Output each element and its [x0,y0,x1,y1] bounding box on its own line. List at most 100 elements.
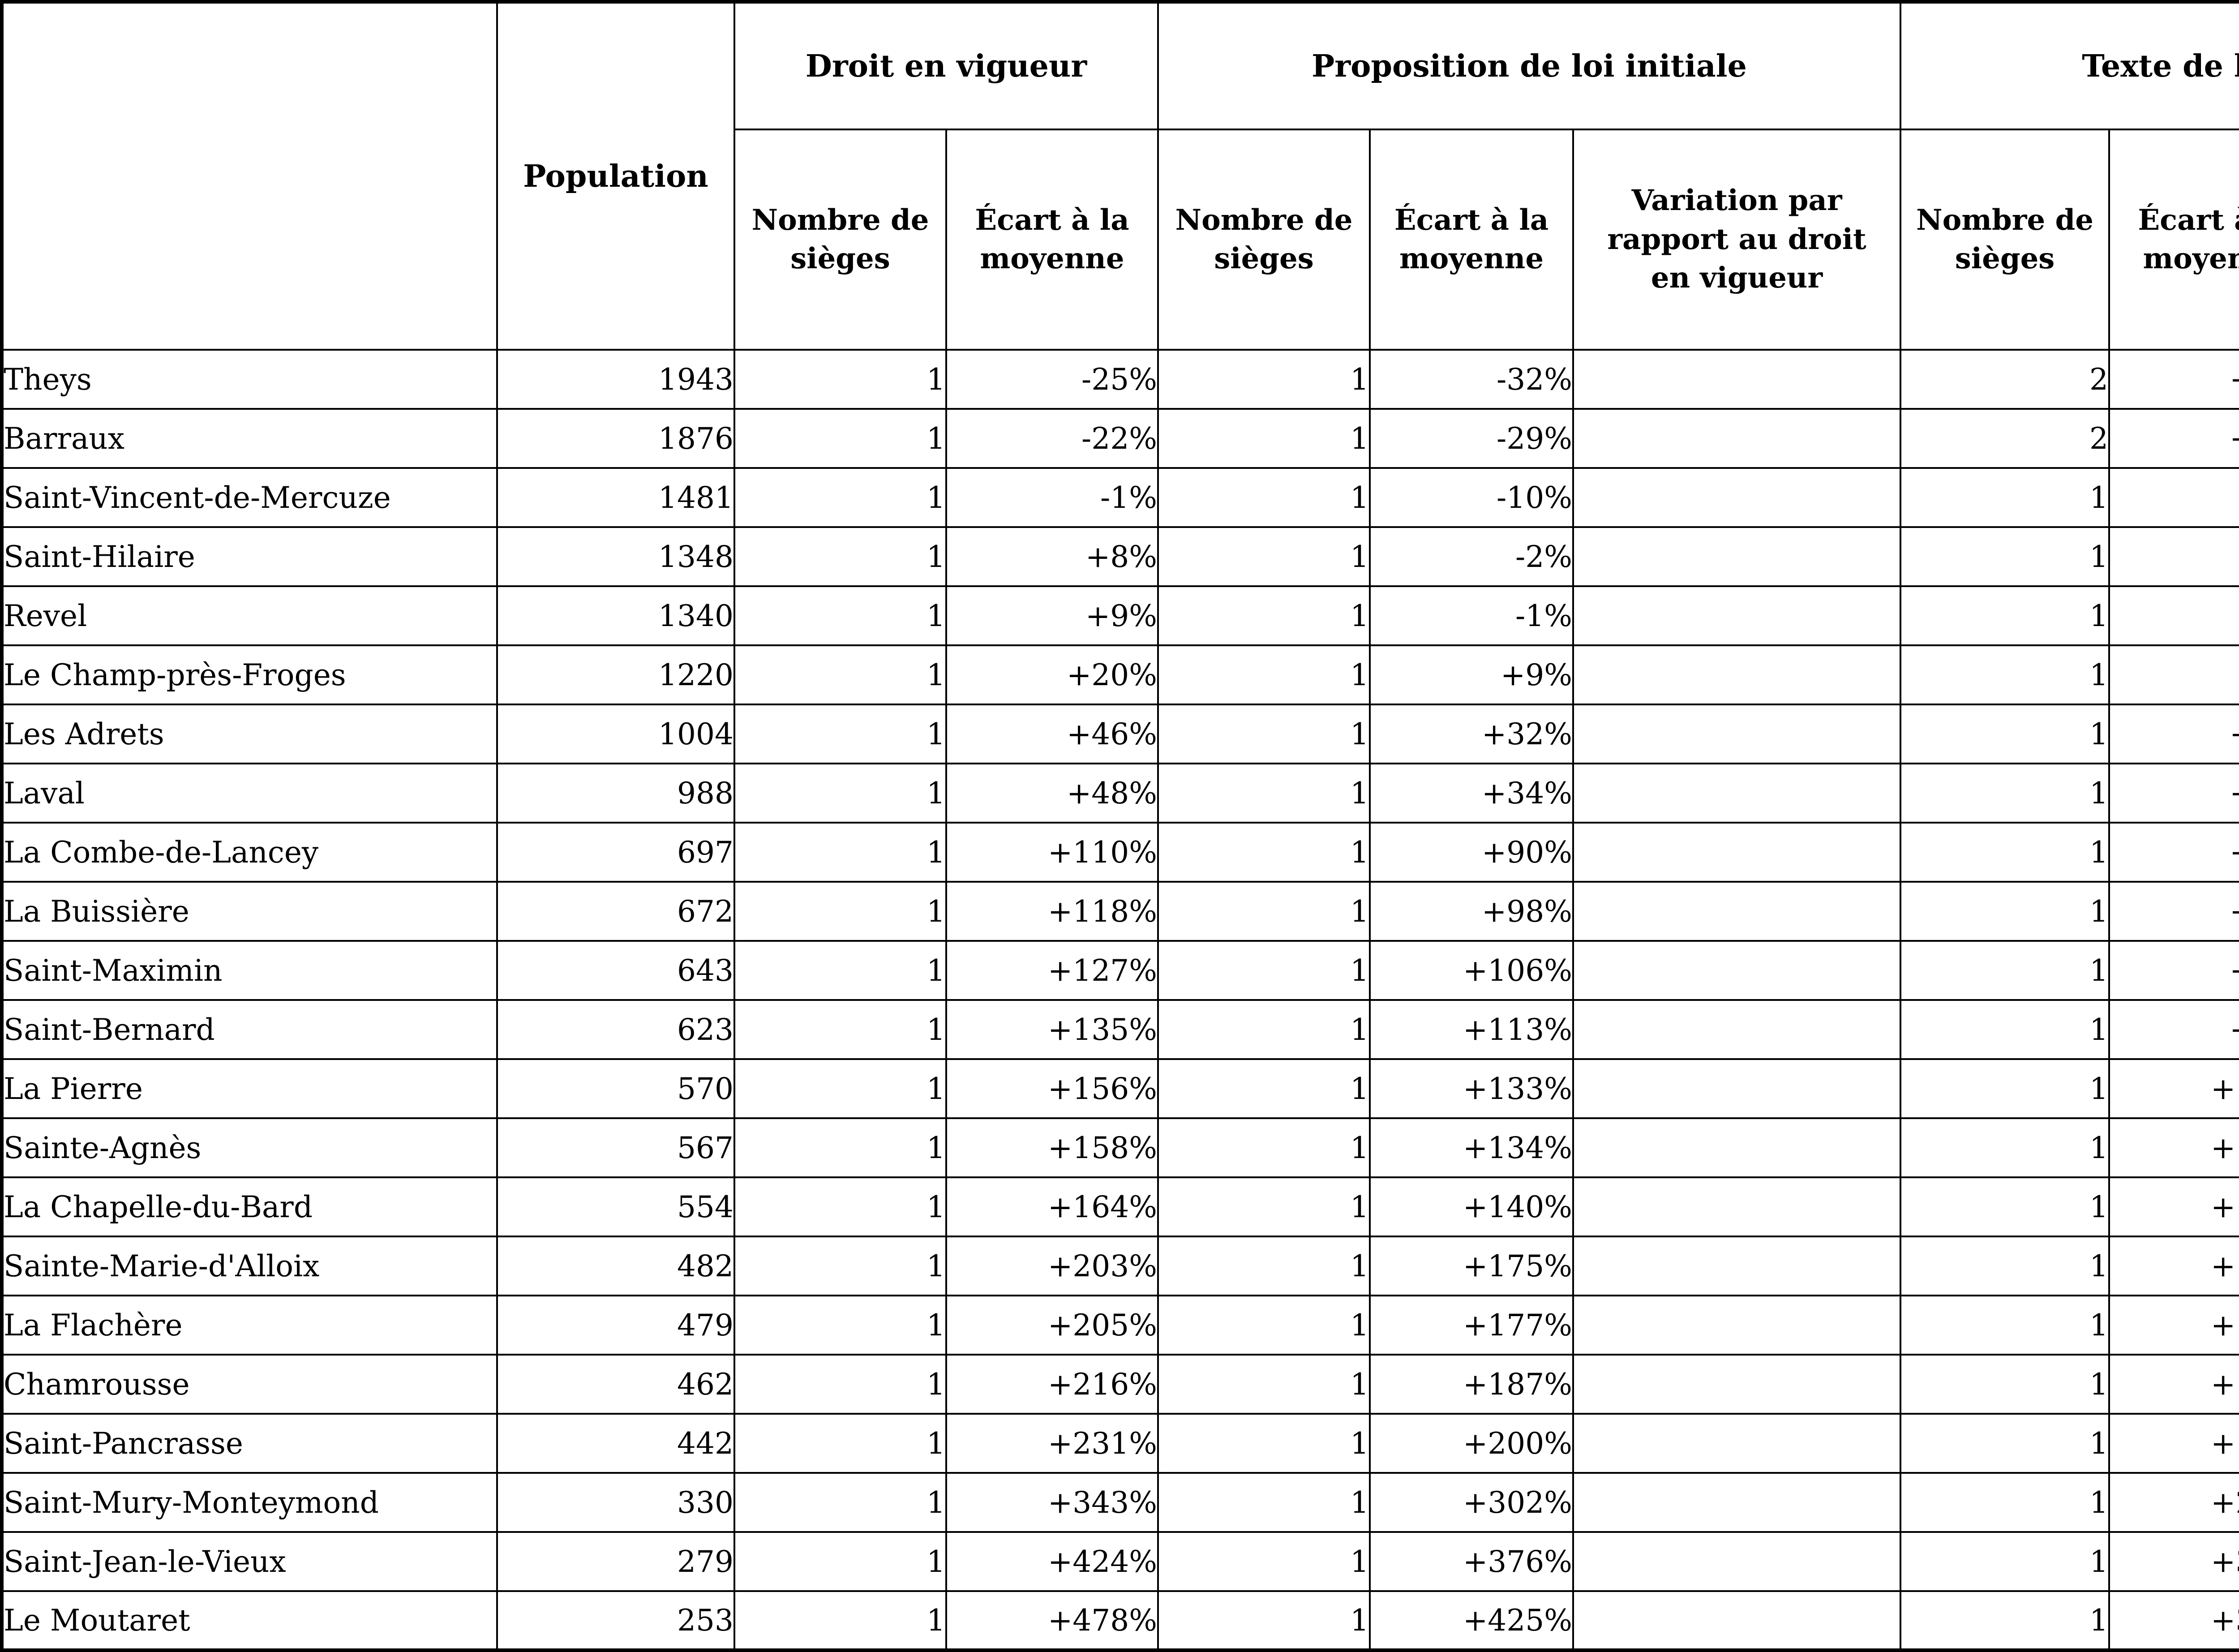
cell-dv-gap: +231% [945,1413,1159,1474]
cell-dv-gap: +478% [945,1590,1159,1651]
subheader-dv-gap: Écart à la moyenne [945,129,1159,351]
cell-tc-seats: 1 [1900,822,2110,883]
corner-cell [1,1,498,351]
cell-pli-seats: 1 [1157,1295,1371,1356]
cell-pli-variation [1572,349,1902,410]
table-row: Saint-Pancrasse 442 1 +231% 1 +200% 1 +1… [1,1413,2239,1474]
cell-dv-gap: +156% [945,1058,1159,1119]
subheader-pli-gap: Écart à la moyenne [1369,129,1574,351]
cell-pli-variation [1572,1354,1902,1415]
cell-dv-seats: 1 [733,704,947,764]
table-row: Revel 1340 1 +9% 1 -1% 1 -11% [1,585,2239,646]
cell-commune-name: Laval [1,763,498,824]
cell-dv-seats: 1 [733,999,947,1060]
cell-pli-seats: 1 [1157,940,1371,1001]
table-row: Saint-Hilaire 1348 1 +8% 1 -2% 1 -12% [1,526,2239,587]
cell-pli-variation [1572,1176,1902,1237]
table-row: Barraux 1876 1 -22% 1 -29% 2 +27% +1 [1,408,2239,469]
cell-pli-gap: +90% [1369,822,1574,883]
cell-tc-gap: +70% [2108,822,2239,883]
cell-dv-gap: +110% [945,822,1159,883]
cell-tc-gap: +85% [2108,940,2239,1001]
cell-pli-variation [1572,585,1902,646]
cell-pli-variation [1572,1295,1902,1356]
cell-pli-seats: 1 [1157,644,1371,705]
cell-tc-gap: +109% [2108,1117,2239,1178]
cell-population: 697 [496,822,735,883]
cell-population: 462 [496,1354,735,1415]
cell-tc-seats: 1 [1900,644,2110,705]
table-row: Le Champ-près-Froges 1220 1 +20% 1 +9% 1… [1,644,2239,705]
cell-commune-name: Saint-Jean-le-Vieux [1,1531,498,1592]
cell-population: 672 [496,881,735,942]
cell-pli-gap: +425% [1369,1590,1574,1651]
cell-dv-gap: +8% [945,526,1159,587]
cell-dv-seats: 1 [733,644,947,705]
cell-tc-gap: -12% [2108,526,2239,587]
cell-tc-gap: +20% [2108,763,2239,824]
cell-pli-gap: +200% [1369,1413,1574,1474]
cell-dv-seats: 1 [733,1117,947,1178]
table-row: Les Adrets 1004 1 +46% 1 +32% 1 +18% [1,704,2239,764]
cell-dv-seats: 1 [733,1236,947,1296]
cell-tc-gap: +90% [2108,999,2239,1060]
cell-tc-gap: +18% [2108,704,2239,764]
cell-commune-name: Les Adrets [1,704,498,764]
cell-dv-seats: 1 [733,1058,947,1119]
cell-dv-seats: 1 [733,1413,947,1474]
cell-commune-name: Saint-Vincent-de-Mercuze [1,467,498,528]
cell-pli-gap: -32% [1369,349,1574,410]
cell-population: 1943 [496,349,735,410]
cell-population: 330 [496,1472,735,1533]
cell-dv-gap: +205% [945,1295,1159,1356]
cell-dv-seats: 1 [733,1531,947,1592]
group-droit-en-vigueur: Droit en vigueur [733,1,1159,130]
cell-dv-gap: -25% [945,349,1159,410]
cell-pli-gap: +175% [1369,1236,1574,1296]
cell-population: 479 [496,1295,735,1356]
cell-dv-gap: +48% [945,763,1159,824]
cell-commune-name: Sainte-Agnès [1,1117,498,1178]
cell-pli-gap: -2% [1369,526,1574,587]
table-row: Sainte-Marie-d'Alloix 482 1 +203% 1 +175… [1,1236,2239,1296]
cell-population: 1004 [496,704,735,764]
cell-pli-variation [1572,467,1902,528]
population-header: Population [496,1,735,351]
cell-tc-seats: 1 [1900,999,2110,1060]
cell-commune-name: La Buissière [1,881,498,942]
cell-tc-seats: 1 [1900,1236,2110,1296]
cell-tc-seats: 1 [1900,1354,2110,1415]
cell-pli-seats: 1 [1157,822,1371,883]
cell-tc-gap: +369% [2108,1590,2239,1651]
cell-tc-gap: +157% [2108,1354,2239,1415]
cell-dv-seats: 1 [733,1472,947,1533]
cell-pli-gap: +32% [1369,704,1574,764]
cell-population: 1348 [496,526,735,587]
cell-dv-seats: 1 [733,940,947,1001]
cell-tc-gap: +22% [2108,349,2239,410]
group-proposition-initiale: Proposition de loi initiale [1157,1,1902,130]
cell-dv-seats: 1 [733,763,947,824]
cell-commune-name: La Pierre [1,1058,498,1119]
subheader-tc-seats: Nombre de sièges [1900,129,2110,351]
cell-population: 253 [496,1590,735,1651]
table-row: Saint-Maximin 643 1 +127% 1 +106% 1 +85% [1,940,2239,1001]
cell-tc-seats: 1 [1900,1295,2110,1356]
table-row: Chamrousse 462 1 +216% 1 +187% 1 +157% [1,1354,2239,1415]
cell-pli-seats: 1 [1157,349,1371,410]
cell-pli-gap: +133% [1369,1058,1574,1119]
cell-dv-seats: 1 [733,881,947,942]
cell-tc-gap: -11% [2108,585,2239,646]
cell-pli-gap: +302% [1369,1472,1574,1533]
cell-tc-seats: 1 [1900,704,2110,764]
cell-dv-gap: +135% [945,999,1159,1060]
cell-pli-seats: 1 [1157,526,1371,587]
cell-population: 482 [496,1236,735,1296]
subheader-dv-seats: Nombre de sièges [733,129,947,351]
cell-pli-seats: 1 [1157,408,1371,469]
cell-pli-gap: +9% [1369,644,1574,705]
cell-tc-seats: 1 [1900,467,2110,528]
cell-pli-seats: 1 [1157,1413,1371,1474]
cell-pli-gap: +34% [1369,763,1574,824]
cell-population: 570 [496,1058,735,1119]
